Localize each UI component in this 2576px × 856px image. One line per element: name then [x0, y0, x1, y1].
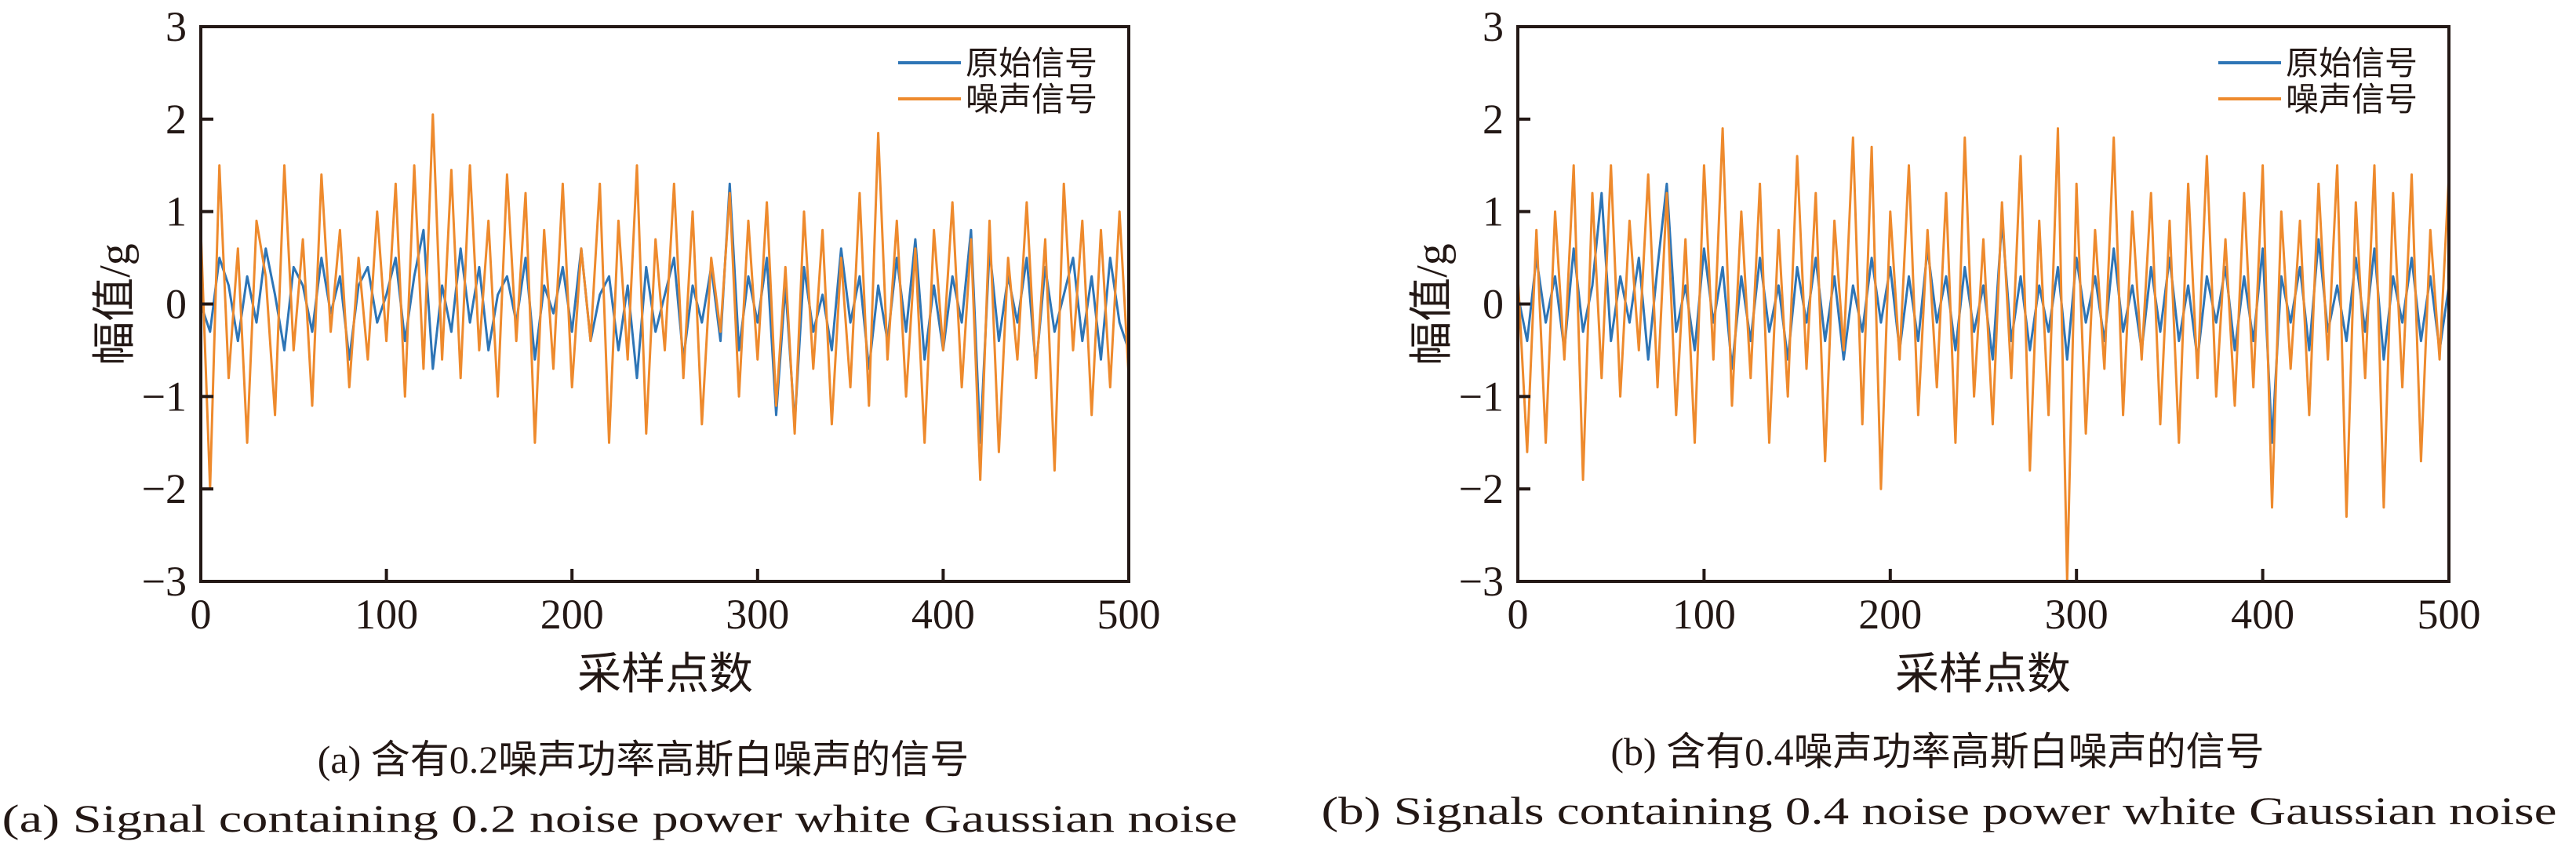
x-axis-label: 采样点数 [1895, 650, 2071, 699]
x-tick-label: 0 [1508, 591, 1529, 638]
y-tick-label: 0 [1483, 281, 1504, 328]
x-tick-label: 500 [1097, 591, 1161, 638]
y-axis-label: 幅值/g [91, 243, 140, 366]
x-tick-label: 500 [2418, 591, 2481, 638]
caption-english: (b) Signals containing 0.4 noise power w… [1322, 789, 2557, 832]
x-tick-label: 100 [1672, 591, 1736, 638]
y-tick-label: −3 [142, 558, 187, 605]
caption-chinese: (b) 含有0.4噪声功率高斯白噪声的信号 [1610, 730, 2264, 774]
chart-panel-b: 幅值/g 采样点数 (b) 含有0.4噪声功率高斯白噪声的信号 (b) Sign… [1322, 3, 2557, 832]
legend-label-1: 噪声信号 [966, 82, 1097, 118]
y-tick-label: −1 [1459, 373, 1504, 420]
y-tick-label: 2 [166, 96, 187, 143]
legend-label-1: 噪声信号 [2286, 82, 2418, 118]
x-tick-label: 300 [2045, 591, 2108, 638]
y-tick-label: 2 [1483, 96, 1504, 143]
x-tick-label: 400 [2231, 591, 2294, 638]
series-line-noisy [1518, 127, 2449, 581]
y-tick-label: 1 [1483, 188, 1504, 235]
x-tick-label: 200 [540, 591, 604, 638]
y-tick-label: 0 [166, 281, 187, 328]
x-tick-label: 0 [191, 591, 212, 638]
caption-chinese: (a) 含有0.2噪声功率高斯白噪声的信号 [318, 738, 970, 781]
x-tick-label: 100 [355, 591, 418, 638]
y-tick-label: −2 [142, 465, 187, 512]
x-axis-label: 采样点数 [577, 650, 753, 699]
x-tick-label: 400 [911, 591, 975, 638]
legend-label-0: 原始信号 [2286, 46, 2418, 82]
y-tick-label: 3 [166, 3, 187, 50]
y-tick-label: −2 [1459, 465, 1504, 512]
y-axis-label: 幅值/g [1408, 243, 1457, 366]
x-tick-label: 200 [1858, 591, 1922, 638]
y-tick-label: −3 [1459, 558, 1504, 605]
legend-label-0: 原始信号 [966, 46, 1097, 82]
chart-panel-a: 幅值/g 采样点数 (a) 含有0.2噪声功率高斯白噪声的信号 (a) Sign… [2, 3, 1238, 840]
series-line-noisy [201, 113, 1129, 490]
x-tick-label: 300 [726, 591, 789, 638]
y-tick-label: −1 [142, 373, 187, 420]
caption-english: (a) Signal containing 0.2 noise power wh… [2, 796, 1238, 840]
y-tick-label: 3 [1483, 3, 1504, 50]
y-tick-label: 1 [166, 188, 187, 235]
